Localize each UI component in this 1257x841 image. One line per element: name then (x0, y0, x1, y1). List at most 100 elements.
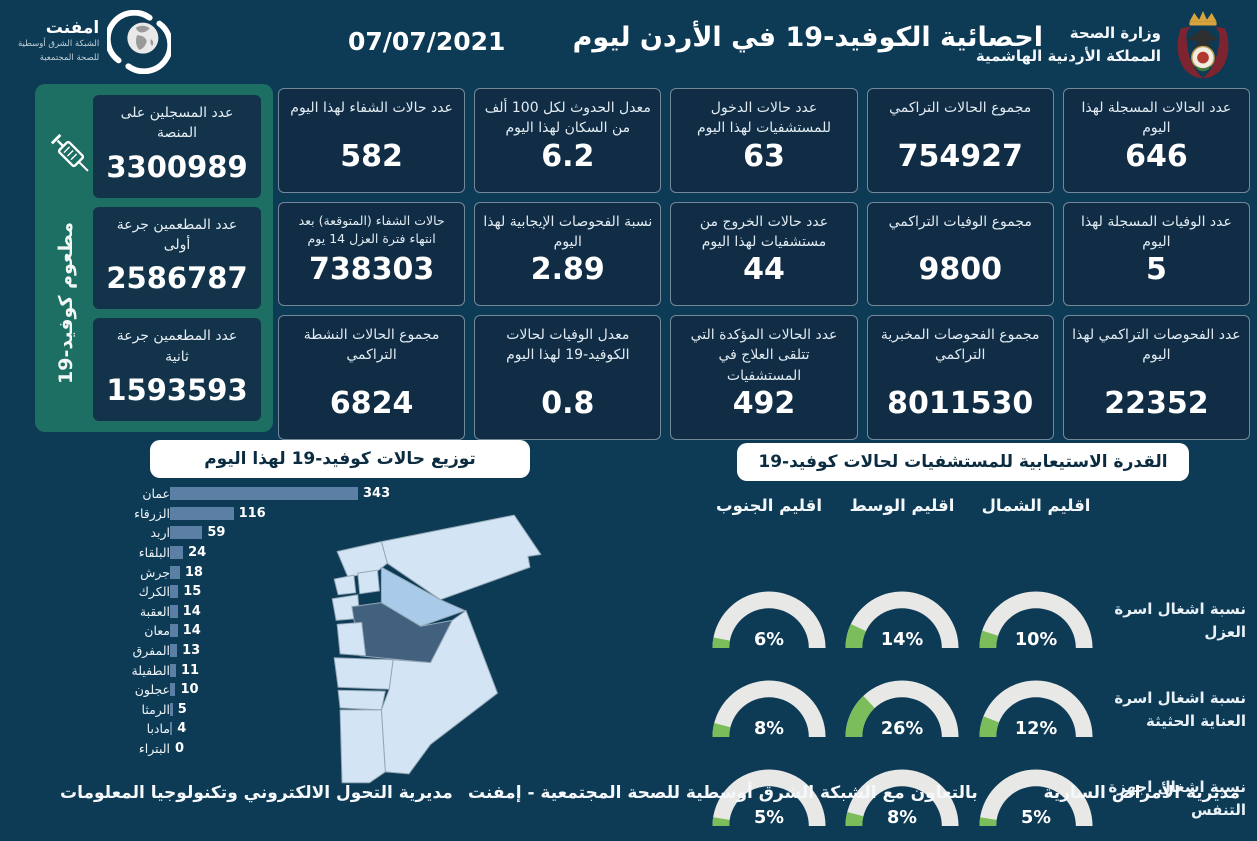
bar-category-label: اربد (150, 525, 170, 541)
bar (170, 722, 173, 736)
bar-category-label: معان (144, 623, 170, 639)
stat-value: 8011530 (887, 386, 1034, 422)
bar-category-label: عجلون (134, 682, 170, 698)
gauge-value: 10% (1015, 630, 1058, 650)
vaccine-card-second-dose: عدد المطعمين جرعة ثانية 1593593 (93, 318, 261, 422)
bar (170, 546, 184, 560)
region-header-north: اقليم الشمال (981, 495, 1091, 515)
bar-category-label: البلقاء (138, 545, 170, 561)
bar-value: 4 (177, 721, 187, 737)
spacer (1102, 490, 1252, 520)
stat-value: 6824 (329, 386, 414, 422)
emphnet-name: امفنت (45, 18, 100, 39)
jordan-map (331, 514, 542, 784)
bar (170, 683, 176, 697)
stat-card: عدد حالات الدخول للمستشفيات لهذا اليوم 63 (670, 88, 858, 193)
bar-row: البلقاء 24 (118, 543, 398, 563)
stat-card: عدد الحالات المؤكدة التي تتلقى العلاج في… (670, 315, 858, 441)
bar-value: 116 (238, 505, 266, 521)
stat-value: 3300989 (106, 149, 248, 184)
bar-value: 5 (177, 701, 187, 717)
stat-value: 582 (340, 138, 403, 174)
bar (170, 585, 179, 599)
gauge-value: 5% (754, 808, 784, 828)
bar-value: 343 (363, 486, 391, 502)
bar-value: 14 (182, 603, 201, 619)
footer-it-directorate: مديرية التحول الالكتروني وتكنولوجيا المع… (60, 783, 453, 803)
gauge-icu-center: 26% (834, 668, 970, 752)
capacity-row-label: نسبة اشغال اسرة العزل (1114, 599, 1246, 641)
bar-category-label: البتراء (138, 741, 170, 757)
region-header-center: اقليم الوسط (849, 495, 955, 515)
stat-label: عدد الحالات المؤكدة التي تتلقى العلاج في… (690, 327, 838, 384)
stat-value: 754927 (897, 138, 1023, 174)
bar (170, 644, 178, 658)
stat-label: حالات الشفاء (المتوقعة) بعد انتهاء فترة … (298, 212, 445, 246)
stat-label: مجموع الفحوصات المخبرية التراكمي (880, 327, 1040, 364)
gauge-value: 8% (887, 808, 917, 828)
stat-label: عدد الحالات المسجلة لهذا اليوم (1081, 100, 1232, 137)
ministry-name: وزارة الصحة (1069, 24, 1161, 42)
bar (170, 565, 180, 579)
bar-row: جرش 18 (118, 562, 398, 582)
vaccine-card-registered: عدد المسجلين على المنصة 3300989 (93, 95, 261, 198)
bar-row: اربد 59 (118, 523, 398, 543)
stat-label: عدد المطعمين جرعة ثانية (116, 328, 238, 365)
gauge-value: 14% (881, 630, 924, 650)
gauge-value: 12% (1015, 719, 1058, 739)
footer-communicable-diseases: مديرية الأمراض السارية (1043, 783, 1241, 803)
bar-value: 18 (184, 564, 203, 580)
bar (170, 506, 234, 520)
bar-row: معان 14 (118, 621, 398, 641)
bar-value: 10 (180, 682, 199, 698)
report-date: 07/07/2021 (348, 27, 506, 56)
bar-row: مادبا 4 (118, 719, 398, 739)
bar-value: 24 (188, 545, 207, 561)
stat-label: مجموع الحالات النشطة التراكمي (303, 327, 440, 364)
stat-label: عدد الفحوصات التراكمي لهذا اليوم (1072, 327, 1241, 364)
stat-label: عدد المطعمين جرعة أولى (116, 216, 238, 253)
stat-card: مجموع الفحوصات المخبرية التراكمي 8011530 (866, 315, 1054, 441)
stat-label: عدد حالات الدخول للمستشفيات لهذا اليوم (696, 100, 832, 137)
vaccine-vertical-label: مطعوم كوفيد-19 (54, 222, 77, 384)
bar-category-label: الزرقاء (134, 505, 170, 521)
bar (170, 604, 178, 618)
bar-row: المفرق 13 (118, 641, 398, 661)
emphnet-logo-block: امفنت الشبكة الشرق أوسطية للصحة المجتمعي… (18, 10, 172, 74)
stat-label: عدد المسجلين على المنصة (120, 105, 234, 142)
stat-label: نسبة الفحوصات الإيجابية لهذا اليوم (483, 213, 653, 250)
stat-card: معدل الحدوث لكل 100 ألف من السكان لهذا ا… (474, 88, 662, 193)
gauge-value: 6% (754, 630, 784, 650)
stat-value: 22352 (1104, 386, 1209, 422)
stat-card: عدد الحالات المسجلة لهذا اليوم 646 (1062, 88, 1250, 193)
ministry-header: وزارة الصحة المملكة الأردنية الهاشمية (976, 22, 1161, 67)
bar-category-label: مادبا (146, 721, 170, 737)
stat-card: نسبة الفحوصات الإيجابية لهذا اليوم 2.89 (474, 201, 662, 307)
bar-value: 13 (182, 643, 201, 659)
bar (170, 702, 173, 716)
capacity-row-label: نسبة اشغال اسرة العناية الحثيثة (1114, 688, 1246, 730)
kingdom-name: المملكة الأردنية الهاشمية (975, 46, 1161, 65)
stat-card: عدد الفحوصات التراكمي لهذا اليوم 22352 (1062, 315, 1250, 441)
bar-row: الطفيلة 11 (118, 660, 398, 680)
bar-category-label: الرمثا (141, 701, 170, 717)
gauge-isolation-center: 14% (834, 579, 970, 663)
stat-label: معدل الحدوث لكل 100 ألف من السكان لهذا ا… (484, 100, 651, 137)
stat-card: عدد حالات الشفاء لهذا اليوم 582 (278, 88, 466, 193)
region-header-south: اقليم الجنوب (715, 495, 823, 515)
stat-value: 1593593 (106, 373, 248, 408)
gauge-icu-south: 8% (704, 668, 834, 752)
bar-value: 11 (181, 662, 200, 678)
bar (170, 663, 177, 677)
stats-grid: عدد الحالات المسجلة لهذا اليوم 646 مجموع … (278, 88, 1250, 441)
bar-value: 14 (182, 623, 201, 639)
gauge-value: 26% (881, 719, 924, 739)
gauge-isolation-north: 10% (970, 579, 1102, 663)
capacity-title: القدرة الاستيعابية للمستشفيات لحالات كوف… (737, 443, 1189, 481)
bar-value: 0 (175, 741, 185, 757)
stat-card: مجموع الوفيات التراكمي 9800 (866, 201, 1054, 307)
stat-label: عدد الوفيات المسجلة لهذا اليوم (1080, 213, 1232, 250)
bar-category-label: الكرك (138, 584, 170, 600)
bar-row: البتراء 0 (118, 739, 398, 759)
stat-card: عدد الوفيات المسجلة لهذا اليوم 5 (1062, 201, 1250, 307)
